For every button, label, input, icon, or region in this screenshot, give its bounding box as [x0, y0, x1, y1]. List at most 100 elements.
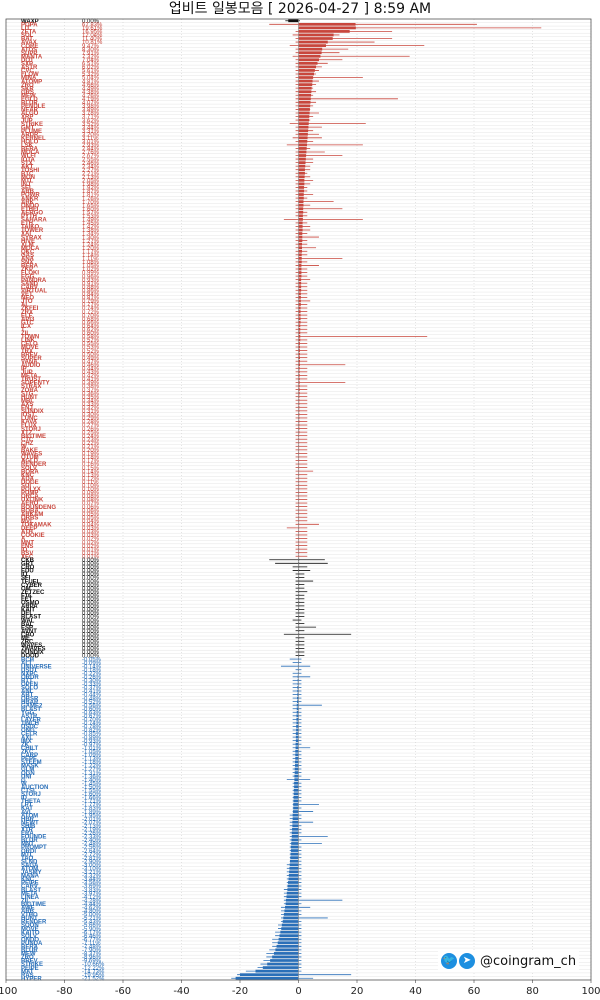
twitter-icon[interactable]: 🐦 [441, 953, 457, 969]
change-bar [285, 902, 299, 906]
change-label: 0.00% [82, 590, 100, 596]
coin-label: LIT [21, 26, 30, 32]
coin-label: LUNC [21, 416, 38, 422]
coin-label: IP [21, 366, 27, 372]
coin-label: TOWN [21, 335, 39, 341]
change-bar [298, 132, 308, 136]
coin-label: KAT [21, 806, 33, 812]
change-label: -4.80% [82, 909, 102, 915]
coin-label: XLM [21, 242, 34, 248]
change-label: 0.04% [82, 519, 100, 525]
coin-label: PUNDA [21, 941, 43, 947]
coin-label: ZKP [21, 267, 33, 273]
change-label: -1.83% [82, 806, 102, 812]
change-bar [298, 363, 300, 367]
change-label: 0.93% [82, 278, 100, 284]
coin-label: SLND [21, 859, 38, 865]
change-bar [240, 973, 299, 977]
change-bar [298, 147, 307, 150]
change-bar [284, 909, 299, 913]
coin-label: AVAX [21, 40, 37, 46]
change-bar [298, 111, 310, 115]
coin-label: AGLD [21, 459, 39, 465]
coin-label: HBAR [21, 700, 39, 706]
change-label: 0.00% [82, 572, 100, 578]
change-label: 0.04% [82, 523, 100, 529]
coin-label: MANTA [21, 54, 43, 60]
change-bar [293, 796, 299, 799]
change-label: 0.96% [82, 274, 100, 280]
coin-label: ID [21, 796, 28, 802]
change-label: -0.41% [82, 689, 102, 695]
coin-label: BERA [21, 147, 39, 153]
coin-label: WLFI [21, 154, 36, 160]
change-label: -4.62% [82, 906, 102, 912]
change-label: -0.89% [82, 735, 102, 741]
coin-label: ERA [21, 831, 34, 837]
coin-label: CARV [21, 285, 38, 291]
coin-label: SNX [21, 260, 33, 266]
coin-label: TFUEL [21, 579, 41, 585]
change-label: 1.98% [82, 182, 100, 188]
change-label: 1.81% [82, 193, 100, 199]
change-label: 0.88% [82, 285, 100, 291]
change-bar [298, 249, 303, 253]
change-bar [297, 678, 299, 682]
coin-label: PANDRA [21, 278, 47, 284]
change-label: 0.00% [82, 583, 100, 589]
change-label: -2.90% [82, 859, 102, 865]
change-label: -1.09% [82, 753, 102, 759]
change-label: -1.05% [82, 749, 102, 755]
coin-label: PYTH [21, 214, 37, 220]
change-bar [298, 178, 305, 182]
coin-label: SUNDIX [21, 409, 44, 415]
coin-label: WAL [21, 618, 35, 624]
change-label: -3.44% [82, 877, 102, 883]
coin-label: DEEP [21, 526, 37, 532]
change-bar [298, 203, 304, 207]
change-label: 2.76% [82, 150, 100, 156]
change-label: 1.53% [82, 214, 100, 220]
change-label: -1.13% [82, 757, 102, 763]
change-label: 0.55% [82, 342, 100, 348]
coin-label: USDT [21, 668, 38, 674]
coin-label: MOCA [21, 150, 40, 156]
x-tick-label: 60 [468, 986, 481, 997]
coin-label: TOSHI [21, 168, 40, 174]
change-bar [235, 976, 299, 980]
change-label: 6.51% [82, 62, 100, 68]
coin-label: SYRAX [21, 235, 42, 241]
change-label: 1.17% [82, 249, 100, 255]
change-bar [295, 753, 299, 757]
change-label: 16.95% [82, 30, 103, 36]
change-label: 0.91% [82, 281, 100, 287]
coin-label: PUMP [21, 491, 38, 497]
change-bar [298, 256, 302, 260]
change-label: 0.31% [82, 409, 100, 415]
telegram-icon[interactable]: ➤ [459, 953, 475, 969]
change-label: 0.01% [82, 547, 100, 553]
coin-label: ANI [21, 689, 32, 695]
coin-label: DOOD [21, 654, 40, 660]
x-tick-label: -60 [115, 986, 131, 997]
change-label: 3.31% [82, 129, 100, 135]
change-label: -2.19% [82, 827, 102, 833]
change-label: -1.01% [82, 746, 102, 752]
change-label: -2.64% [82, 849, 102, 855]
coin-label: RENDER [21, 462, 47, 468]
coin-label: MOCA [21, 246, 40, 252]
change-label: 0.00% [82, 647, 100, 653]
change-bar [298, 93, 312, 97]
coin-label: CELR [21, 732, 38, 738]
coin-label: BLAST [21, 888, 41, 894]
bar-layer [231, 19, 542, 980]
change-label: 3.44% [82, 125, 100, 131]
coin-label: TOKAMAK [21, 523, 52, 529]
change-bar [298, 335, 301, 338]
coin-label: CHZ [21, 441, 34, 447]
coin-label: ZIL [21, 331, 30, 337]
change-label: 0.62% [82, 327, 100, 333]
change-label: -0.78% [82, 725, 102, 731]
change-label: -2.40% [82, 838, 102, 844]
change-label: 1.08% [82, 260, 100, 266]
